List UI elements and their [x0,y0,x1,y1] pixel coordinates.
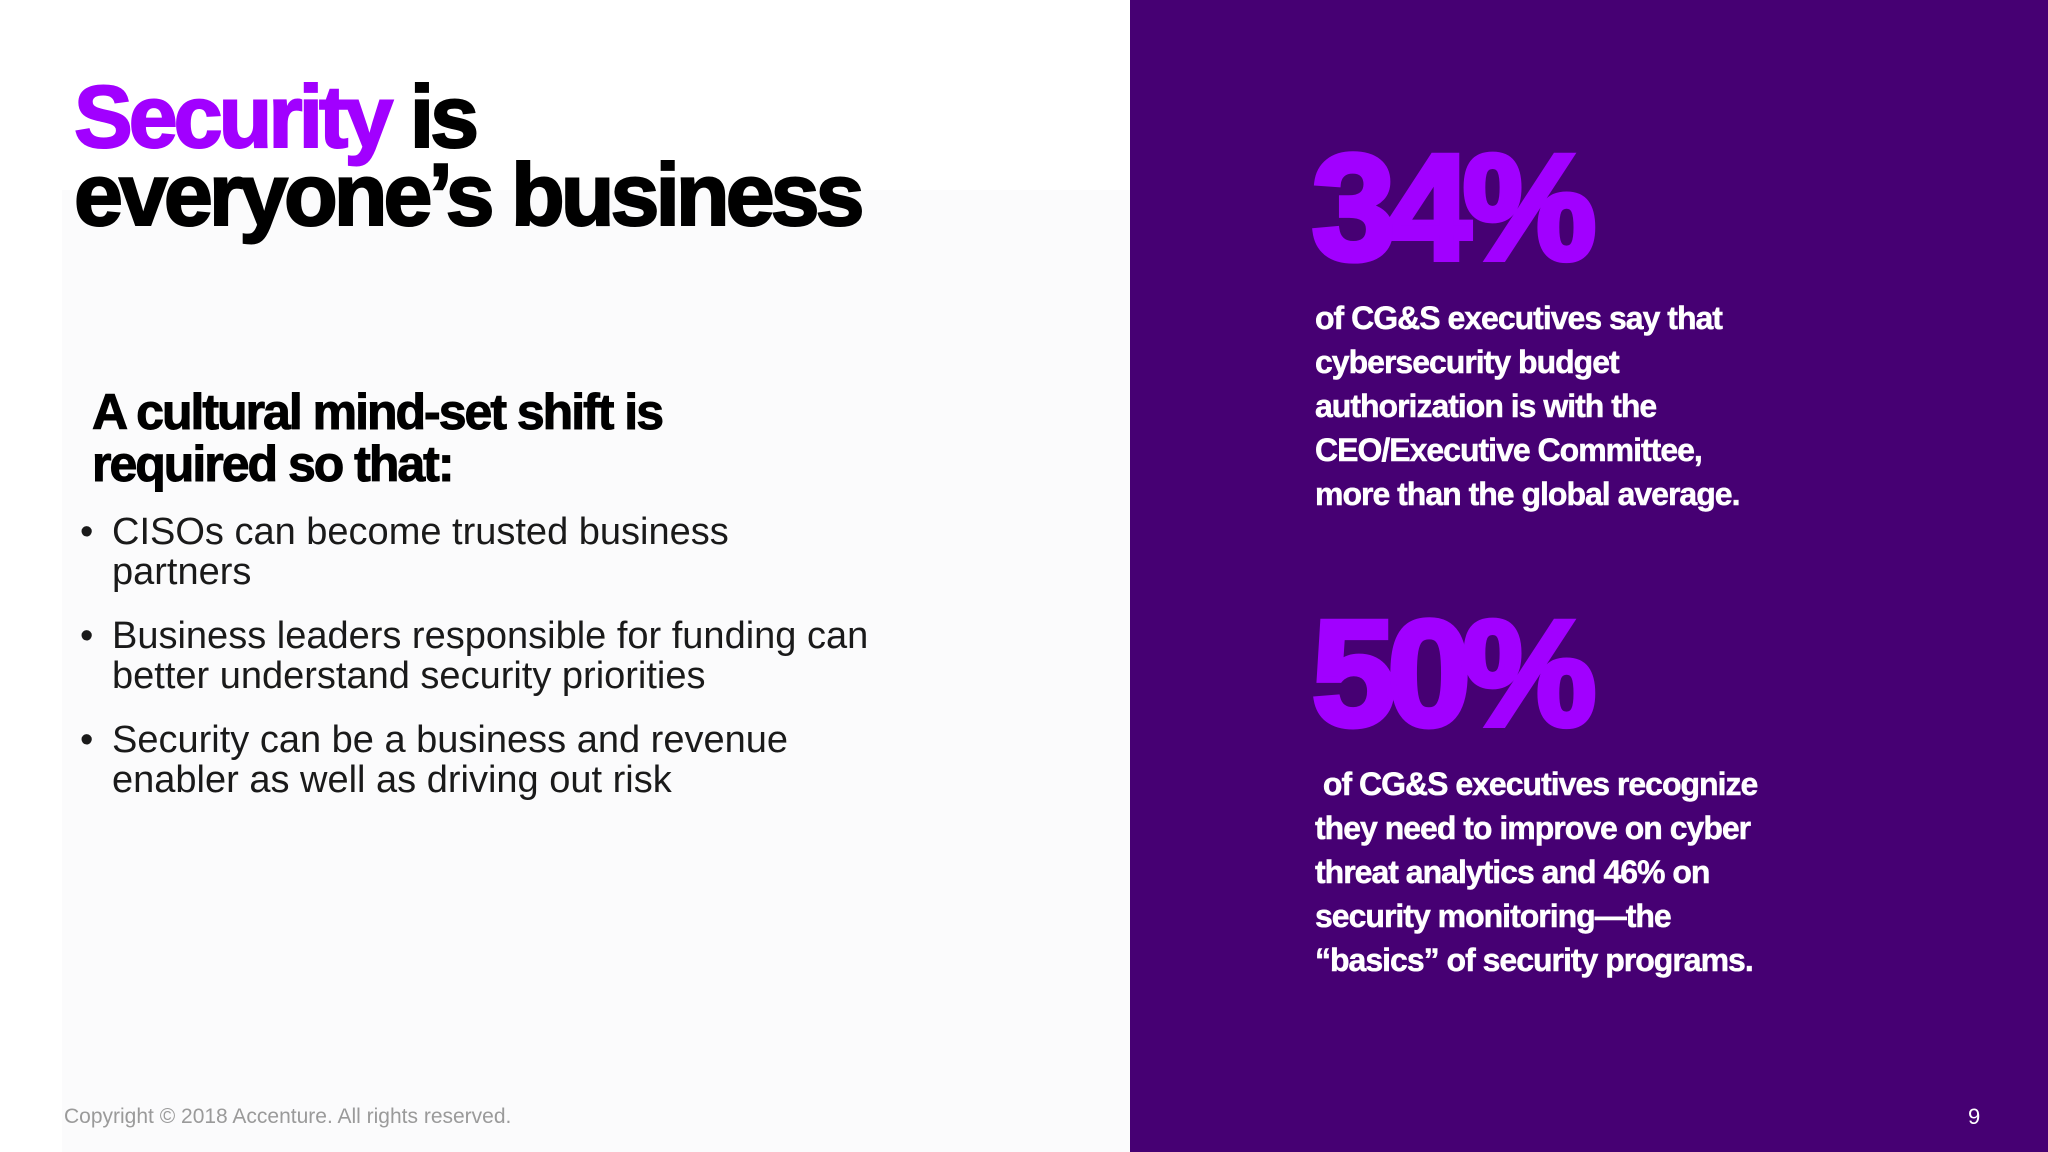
subheading-line1: A cultural mind-set shift is [91,384,664,440]
subheading-line2: required so that: [91,436,454,492]
stat-2-line: of CG&S executives recognize [1315,766,1759,803]
slide-title: Security is everyone’s business [73,72,866,240]
stat-2-line: they need to improve on cyber [1315,810,1752,847]
bullet-item: • CISOs can become trusted business part… [80,512,980,592]
stat-1-line: CEO/Executive Committee, [1315,432,1703,469]
bullet-text-line1: Business leaders responsible for funding… [112,615,869,657]
page-number: 9 [1968,1104,1981,1129]
stat-1-description: of CG&S executives say that cybersecurit… [1315,296,1875,516]
bullet-dot: • [80,615,94,657]
bullet-text-line1: Security can be a business and revenue [112,719,788,761]
title-accent-word: Security [73,67,394,166]
stat-1-line: of CG&S executives say that [1315,300,1723,337]
bullet-text-line2: better understand security priorities [112,655,706,697]
stat-2-line: threat analytics and 46% on [1315,854,1711,891]
stat-2-line: “basics” of security programs. [1315,942,1754,979]
bullet-list: • CISOs can become trusted business part… [80,512,980,824]
copyright-notice: Copyright © 2018 Accenture. All rights r… [64,1105,512,1128]
title-line1-rest: is [389,67,480,166]
bullet-dot: • [80,511,94,553]
stat-2-value: 50% [1309,589,1599,757]
left-panel-background [62,190,1130,1152]
stats-panel [1130,0,2048,1152]
stat-1-line: more than the global average. [1315,476,1741,513]
stat-1-value: 34% [1309,123,1599,291]
title-line2: everyone’s business [73,145,866,244]
stat-1-line: authorization is with the [1315,388,1658,425]
left-panel: Security is everyone’s business A cultur… [62,71,1130,1152]
bullet-text-line2: enabler as well as driving out risk [112,759,672,801]
subheading: A cultural mind-set shift is required so… [91,384,664,492]
bullet-text-line2: partners [112,551,252,593]
bullet-item: • Security can be a business and revenue… [80,720,980,800]
stat-2-line: security monitoring—the [1315,898,1672,935]
bullet-dot: • [80,719,94,761]
bullet-text-line1: CISOs can become trusted business [112,511,729,553]
stat-1-line: cybersecurity budget [1315,344,1620,381]
bullet-item: • Business leaders responsible for fundi… [80,616,980,696]
stat-2-description: of CG&S executives recognize they need t… [1315,762,1875,982]
